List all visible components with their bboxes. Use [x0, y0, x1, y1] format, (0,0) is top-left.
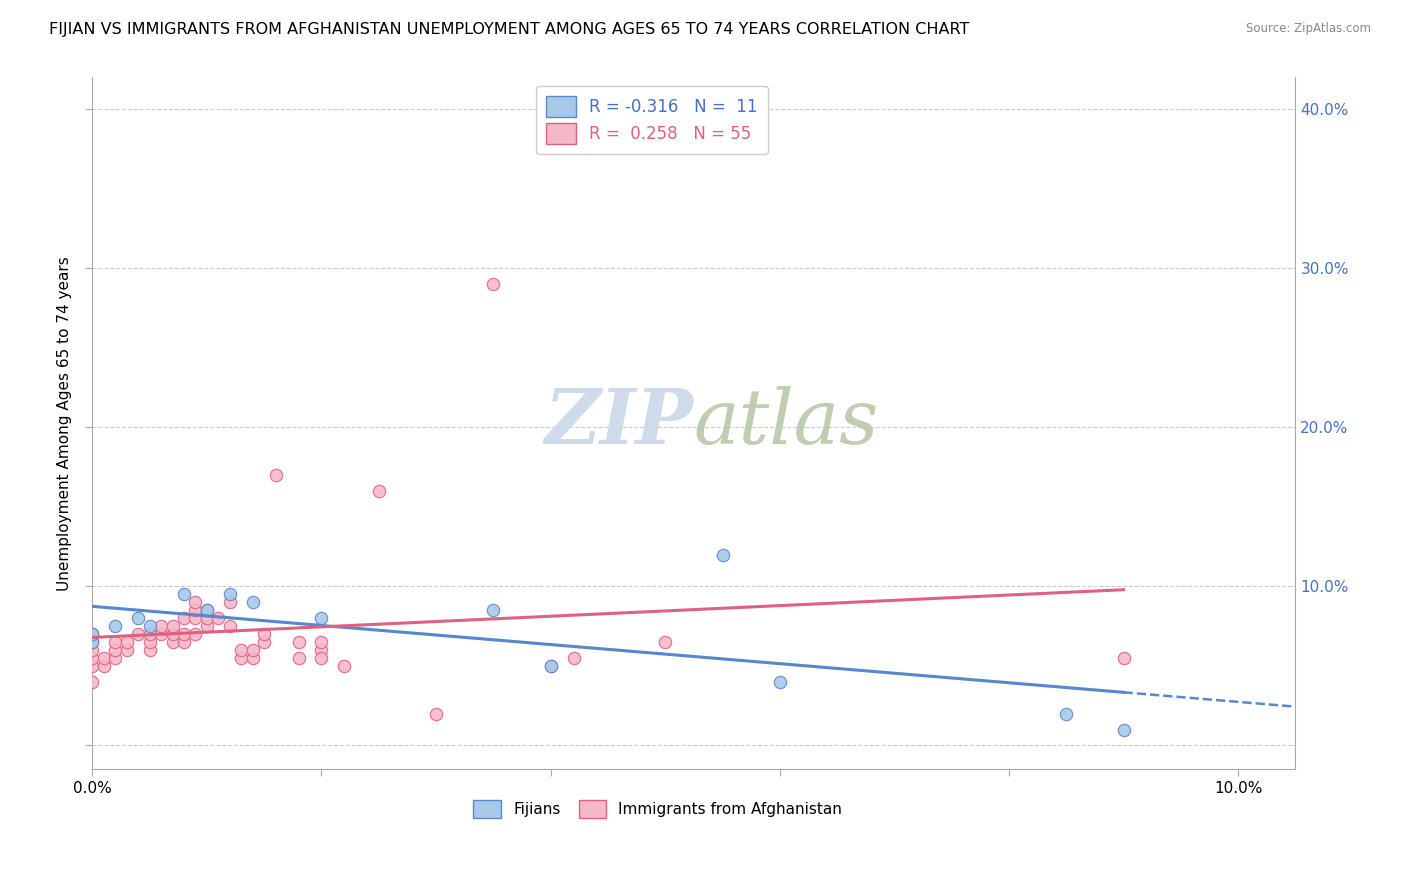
Point: [264, 468, 287, 483]
Point: [82, 627, 104, 641]
Legend: Fijians, Immigrants from Afghanistan: Fijians, Immigrants from Afghanistan: [467, 794, 848, 824]
Point: [218, 619, 240, 633]
Point: [82, 674, 104, 689]
Point: [82, 659, 104, 673]
Point: [104, 635, 127, 649]
Point: [218, 587, 240, 601]
Point: [711, 548, 734, 562]
Point: [311, 651, 333, 665]
Point: [207, 611, 229, 625]
Text: ZIP: ZIP: [546, 386, 695, 460]
Point: [287, 651, 309, 665]
Point: [82, 635, 104, 649]
Point: [333, 659, 356, 673]
Point: [195, 603, 218, 617]
Text: FIJIAN VS IMMIGRANTS FROM AFGHANISTAN UNEMPLOYMENT AMONG AGES 65 TO 74 YEARS COR: FIJIAN VS IMMIGRANTS FROM AFGHANISTAN UN…: [49, 22, 970, 37]
Point: [82, 643, 104, 657]
Point: [195, 619, 218, 633]
Text: atlas: atlas: [695, 386, 879, 460]
Point: [184, 603, 207, 617]
Point: [184, 611, 207, 625]
Point: [367, 483, 389, 498]
Point: [311, 643, 333, 657]
Point: [93, 651, 115, 665]
Point: [482, 603, 505, 617]
Point: [218, 595, 240, 609]
Point: [562, 651, 585, 665]
Point: [1112, 651, 1135, 665]
Point: [654, 635, 676, 649]
Point: [184, 627, 207, 641]
Point: [138, 635, 160, 649]
Point: [425, 706, 447, 721]
Point: [82, 651, 104, 665]
Point: [173, 635, 195, 649]
Point: [150, 627, 173, 641]
Point: [769, 674, 792, 689]
Point: [173, 587, 195, 601]
Point: [104, 651, 127, 665]
Point: [540, 659, 562, 673]
Point: [173, 611, 195, 625]
Point: [138, 619, 160, 633]
Point: [127, 611, 149, 625]
Point: [138, 627, 160, 641]
Point: [253, 635, 276, 649]
Point: [195, 611, 218, 625]
Point: [242, 651, 264, 665]
Point: [540, 659, 562, 673]
Point: [104, 619, 127, 633]
Point: [1112, 723, 1135, 737]
Text: Source: ZipAtlas.com: Source: ZipAtlas.com: [1246, 22, 1371, 36]
Point: [195, 603, 218, 617]
Point: [162, 635, 184, 649]
Point: [253, 627, 276, 641]
Point: [287, 635, 309, 649]
Point: [231, 643, 253, 657]
Point: [311, 635, 333, 649]
Point: [82, 627, 104, 641]
Point: [93, 659, 115, 673]
Point: [162, 619, 184, 633]
Point: [231, 651, 253, 665]
Point: [1054, 706, 1077, 721]
Point: [138, 643, 160, 657]
Point: [184, 595, 207, 609]
Point: [242, 643, 264, 657]
Point: [82, 635, 104, 649]
Point: [150, 619, 173, 633]
Point: [127, 627, 149, 641]
Point: [242, 595, 264, 609]
Y-axis label: Unemployment Among Ages 65 to 74 years: Unemployment Among Ages 65 to 74 years: [58, 256, 72, 591]
Point: [173, 627, 195, 641]
Point: [115, 643, 138, 657]
Point: [162, 627, 184, 641]
Point: [482, 277, 505, 292]
Point: [311, 611, 333, 625]
Point: [104, 643, 127, 657]
Point: [115, 635, 138, 649]
